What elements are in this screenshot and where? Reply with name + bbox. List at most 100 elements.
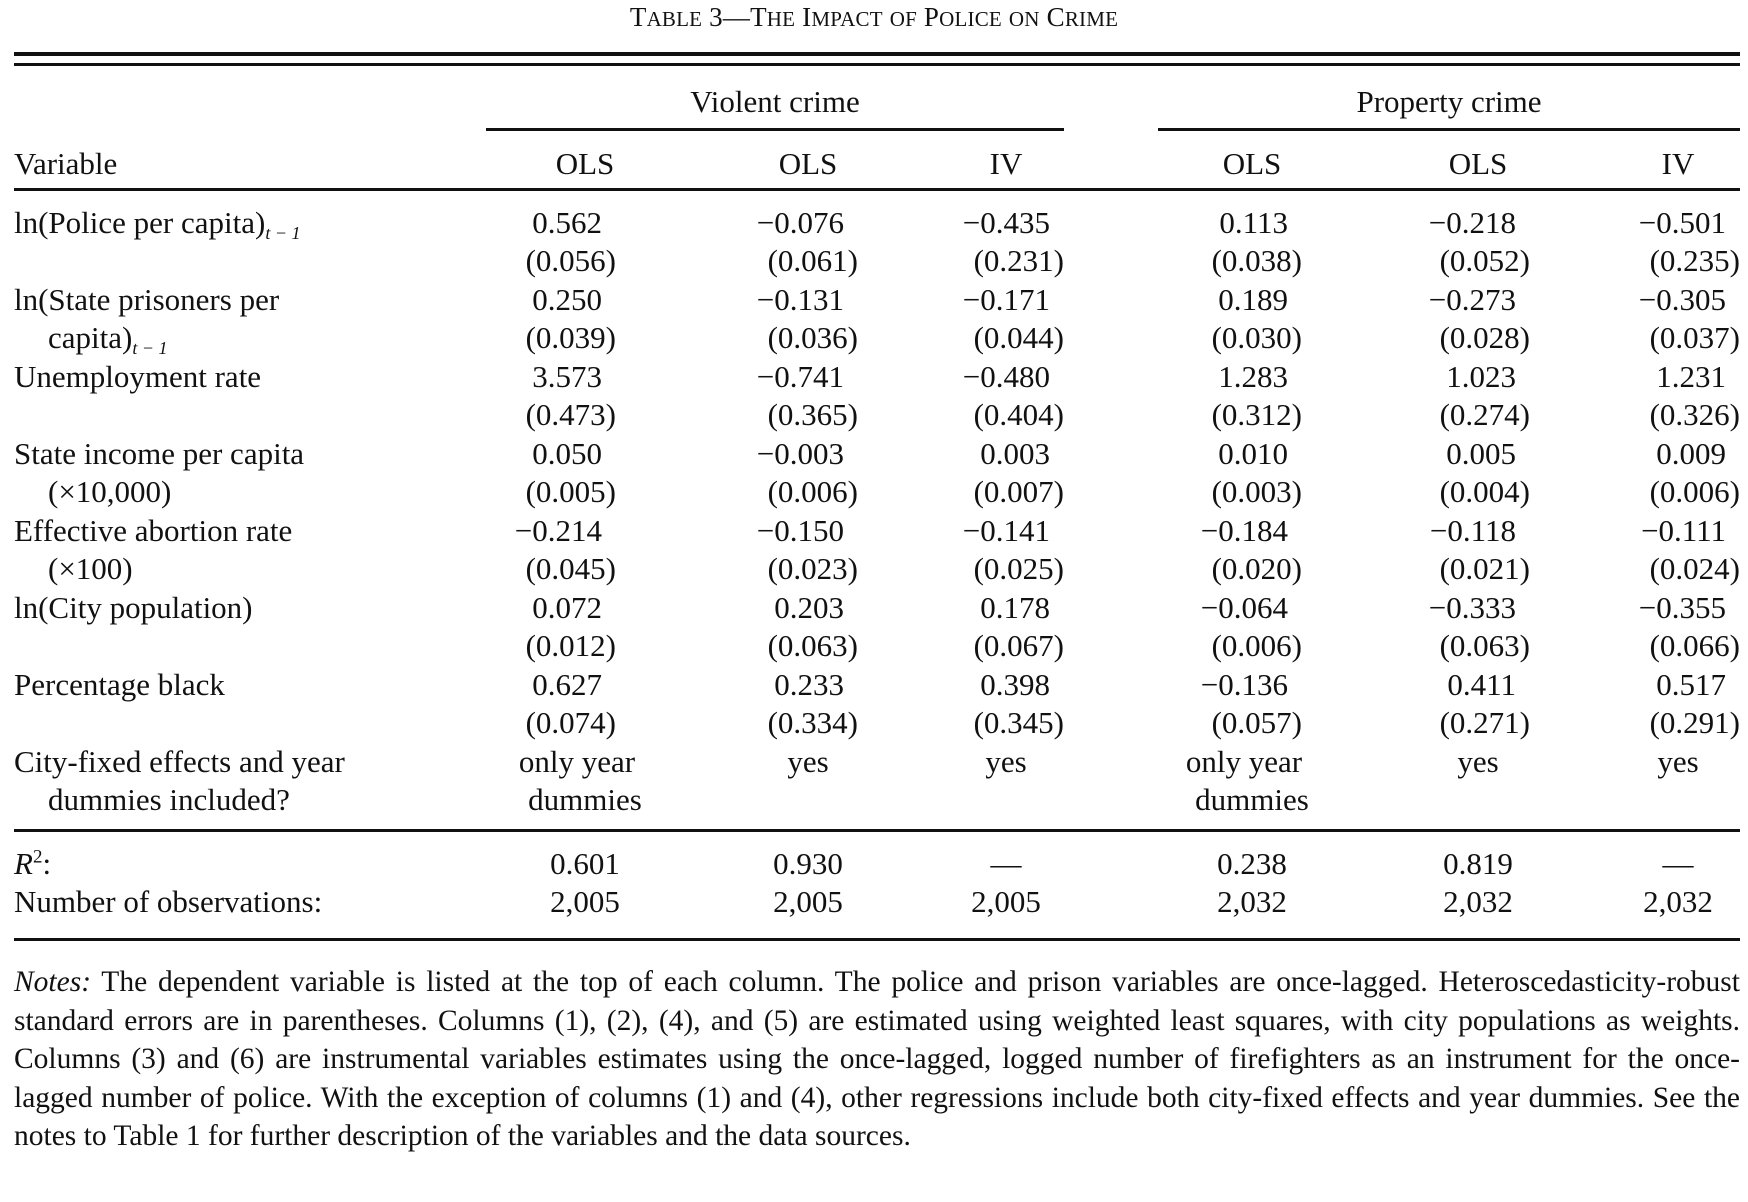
se-cell: (0.025): [973, 551, 1064, 586]
coef-cell: −0.305: [1638, 282, 1726, 317]
se-cell: (0.063): [767, 628, 858, 663]
coef-cell: 0.398: [980, 667, 1050, 702]
se-cell: (0.003): [1211, 474, 1302, 509]
se-cell: (0.028): [1439, 320, 1530, 355]
se-cell: (0.021): [1439, 551, 1530, 586]
coef-cell: 0.411: [1447, 667, 1516, 702]
coef-cell: −0.076: [756, 205, 844, 240]
header-rule: [14, 188, 1740, 191]
se-cell: (0.038): [1211, 243, 1302, 278]
row-label-text: State income per capita: [14, 436, 305, 471]
coef-cell: −0.214: [514, 513, 602, 548]
se-cell: (0.030): [1211, 320, 1302, 355]
row-label-cont: (×100): [48, 550, 133, 588]
se-cell: (0.006): [1649, 474, 1740, 509]
se-cell: (0.044): [973, 320, 1064, 355]
se-cell: (0.274): [1439, 397, 1530, 432]
fixed-effects-cell-cont: dummies: [1195, 782, 1309, 817]
se-cell: (0.004): [1439, 474, 1530, 509]
se-cell: (0.024): [1649, 551, 1740, 586]
se-cell: (0.007): [973, 474, 1064, 509]
coef-cell: 1.231: [1656, 359, 1726, 394]
group-property-underline: [1158, 128, 1740, 131]
coef-cell: 3.573: [532, 359, 602, 394]
row-label-cont-text: (×100): [48, 551, 133, 586]
coef-cell: −0.003: [756, 436, 844, 471]
observations-cell: 2,005: [550, 884, 620, 919]
row-label-text: ln(Police per capita): [14, 205, 266, 240]
row-label-text: ln(City population): [14, 590, 253, 625]
coef-cell: −0.171: [962, 282, 1050, 317]
se-cell: (0.312): [1211, 397, 1302, 432]
se-cell: (0.473): [525, 397, 616, 432]
fixed-effects-cell: yes: [985, 744, 1027, 779]
coef-cell: 0.627: [532, 667, 602, 702]
coef-cell: −0.741: [756, 359, 844, 394]
se-cell: (0.057): [1211, 705, 1302, 740]
group-violent-crime: Violent crime: [690, 84, 860, 119]
header-col-2: OLS: [778, 146, 838, 181]
coef-cell: −0.273: [1428, 282, 1516, 317]
se-cell: (0.404): [973, 397, 1064, 432]
row-label-cont: (×10,000): [48, 473, 171, 511]
row-label: ln(City population): [14, 589, 253, 627]
fixed-effects-label: City-fixed effects and year: [14, 744, 345, 779]
coef-cell: −0.218: [1428, 205, 1516, 240]
coef-cell: −0.141: [962, 513, 1050, 548]
coef-cell: 0.233: [774, 667, 844, 702]
coef-cell: 0.178: [980, 590, 1050, 625]
r-label: R: [14, 846, 33, 881]
coef-cell: 0.113: [1219, 205, 1288, 240]
coef-cell: −0.150: [756, 513, 844, 548]
coef-cell: 0.009: [1656, 436, 1726, 471]
observations-cell: 2,005: [773, 884, 843, 919]
se-cell: (0.012): [525, 628, 616, 663]
fixed-effects-cell-cont: dummies: [528, 782, 642, 817]
coef-cell: −0.118: [1429, 513, 1516, 548]
row-label-subscript: t − 1: [132, 338, 168, 358]
se-cell: (0.235): [1649, 243, 1740, 278]
se-cell: (0.006): [767, 474, 858, 509]
row-label: Effective abortion rate: [14, 512, 292, 550]
fixed-effects-cell: only year: [518, 744, 636, 779]
coef-cell: −0.480: [962, 359, 1050, 394]
coef-cell: −0.435: [962, 205, 1050, 240]
coef-cell: −0.501: [1638, 205, 1726, 240]
coef-cell: −0.064: [1200, 590, 1288, 625]
coef-cell: 0.189: [1218, 282, 1288, 317]
row-label-text: Effective abortion rate: [14, 513, 293, 548]
se-cell: (0.061): [767, 243, 858, 278]
row-label-subscript: t − 1: [265, 223, 301, 243]
coef-cell: 0.250: [532, 282, 602, 317]
coef-cell: 0.003: [980, 436, 1050, 471]
observations-label: Number of observations:: [14, 884, 323, 919]
se-cell: (0.063): [1439, 628, 1530, 663]
fixed-effects-cell: yes: [1457, 744, 1499, 779]
r-squared-cell: 0.819: [1443, 846, 1513, 881]
coef-cell: −0.111: [1641, 513, 1726, 548]
se-cell: (0.045): [525, 551, 616, 586]
row-label-text: Percentage black: [14, 667, 225, 702]
se-cell: (0.271): [1439, 705, 1530, 740]
se-cell: (0.326): [1649, 397, 1740, 432]
r-squared-cell: 0.238: [1217, 846, 1287, 881]
coef-cell: 0.005: [1446, 436, 1516, 471]
se-cell: (0.020): [1211, 551, 1302, 586]
row-label-cont: capita)t − 1: [48, 319, 167, 357]
r-squared-label: R2:: [14, 845, 51, 883]
se-cell: (0.037): [1649, 320, 1740, 355]
table-notes: Notes: The dependent variable is listed …: [14, 963, 1740, 1156]
row-label: Unemployment rate: [14, 358, 261, 396]
row-label: State income per capita: [14, 435, 304, 473]
row-label: ln(State prisoners per: [14, 281, 279, 319]
coef-cell: −0.355: [1638, 590, 1726, 625]
se-cell: (0.067): [973, 628, 1064, 663]
row-label-cont-text: (×10,000): [48, 474, 172, 509]
row-label-cont-text: capita): [48, 320, 133, 355]
se-cell: (0.231): [973, 243, 1064, 278]
r-squared-cell: 0.930: [773, 846, 843, 881]
header-col-6: IV: [1661, 146, 1695, 181]
se-cell: (0.056): [525, 243, 616, 278]
coef-cell: 1.283: [1218, 359, 1288, 394]
